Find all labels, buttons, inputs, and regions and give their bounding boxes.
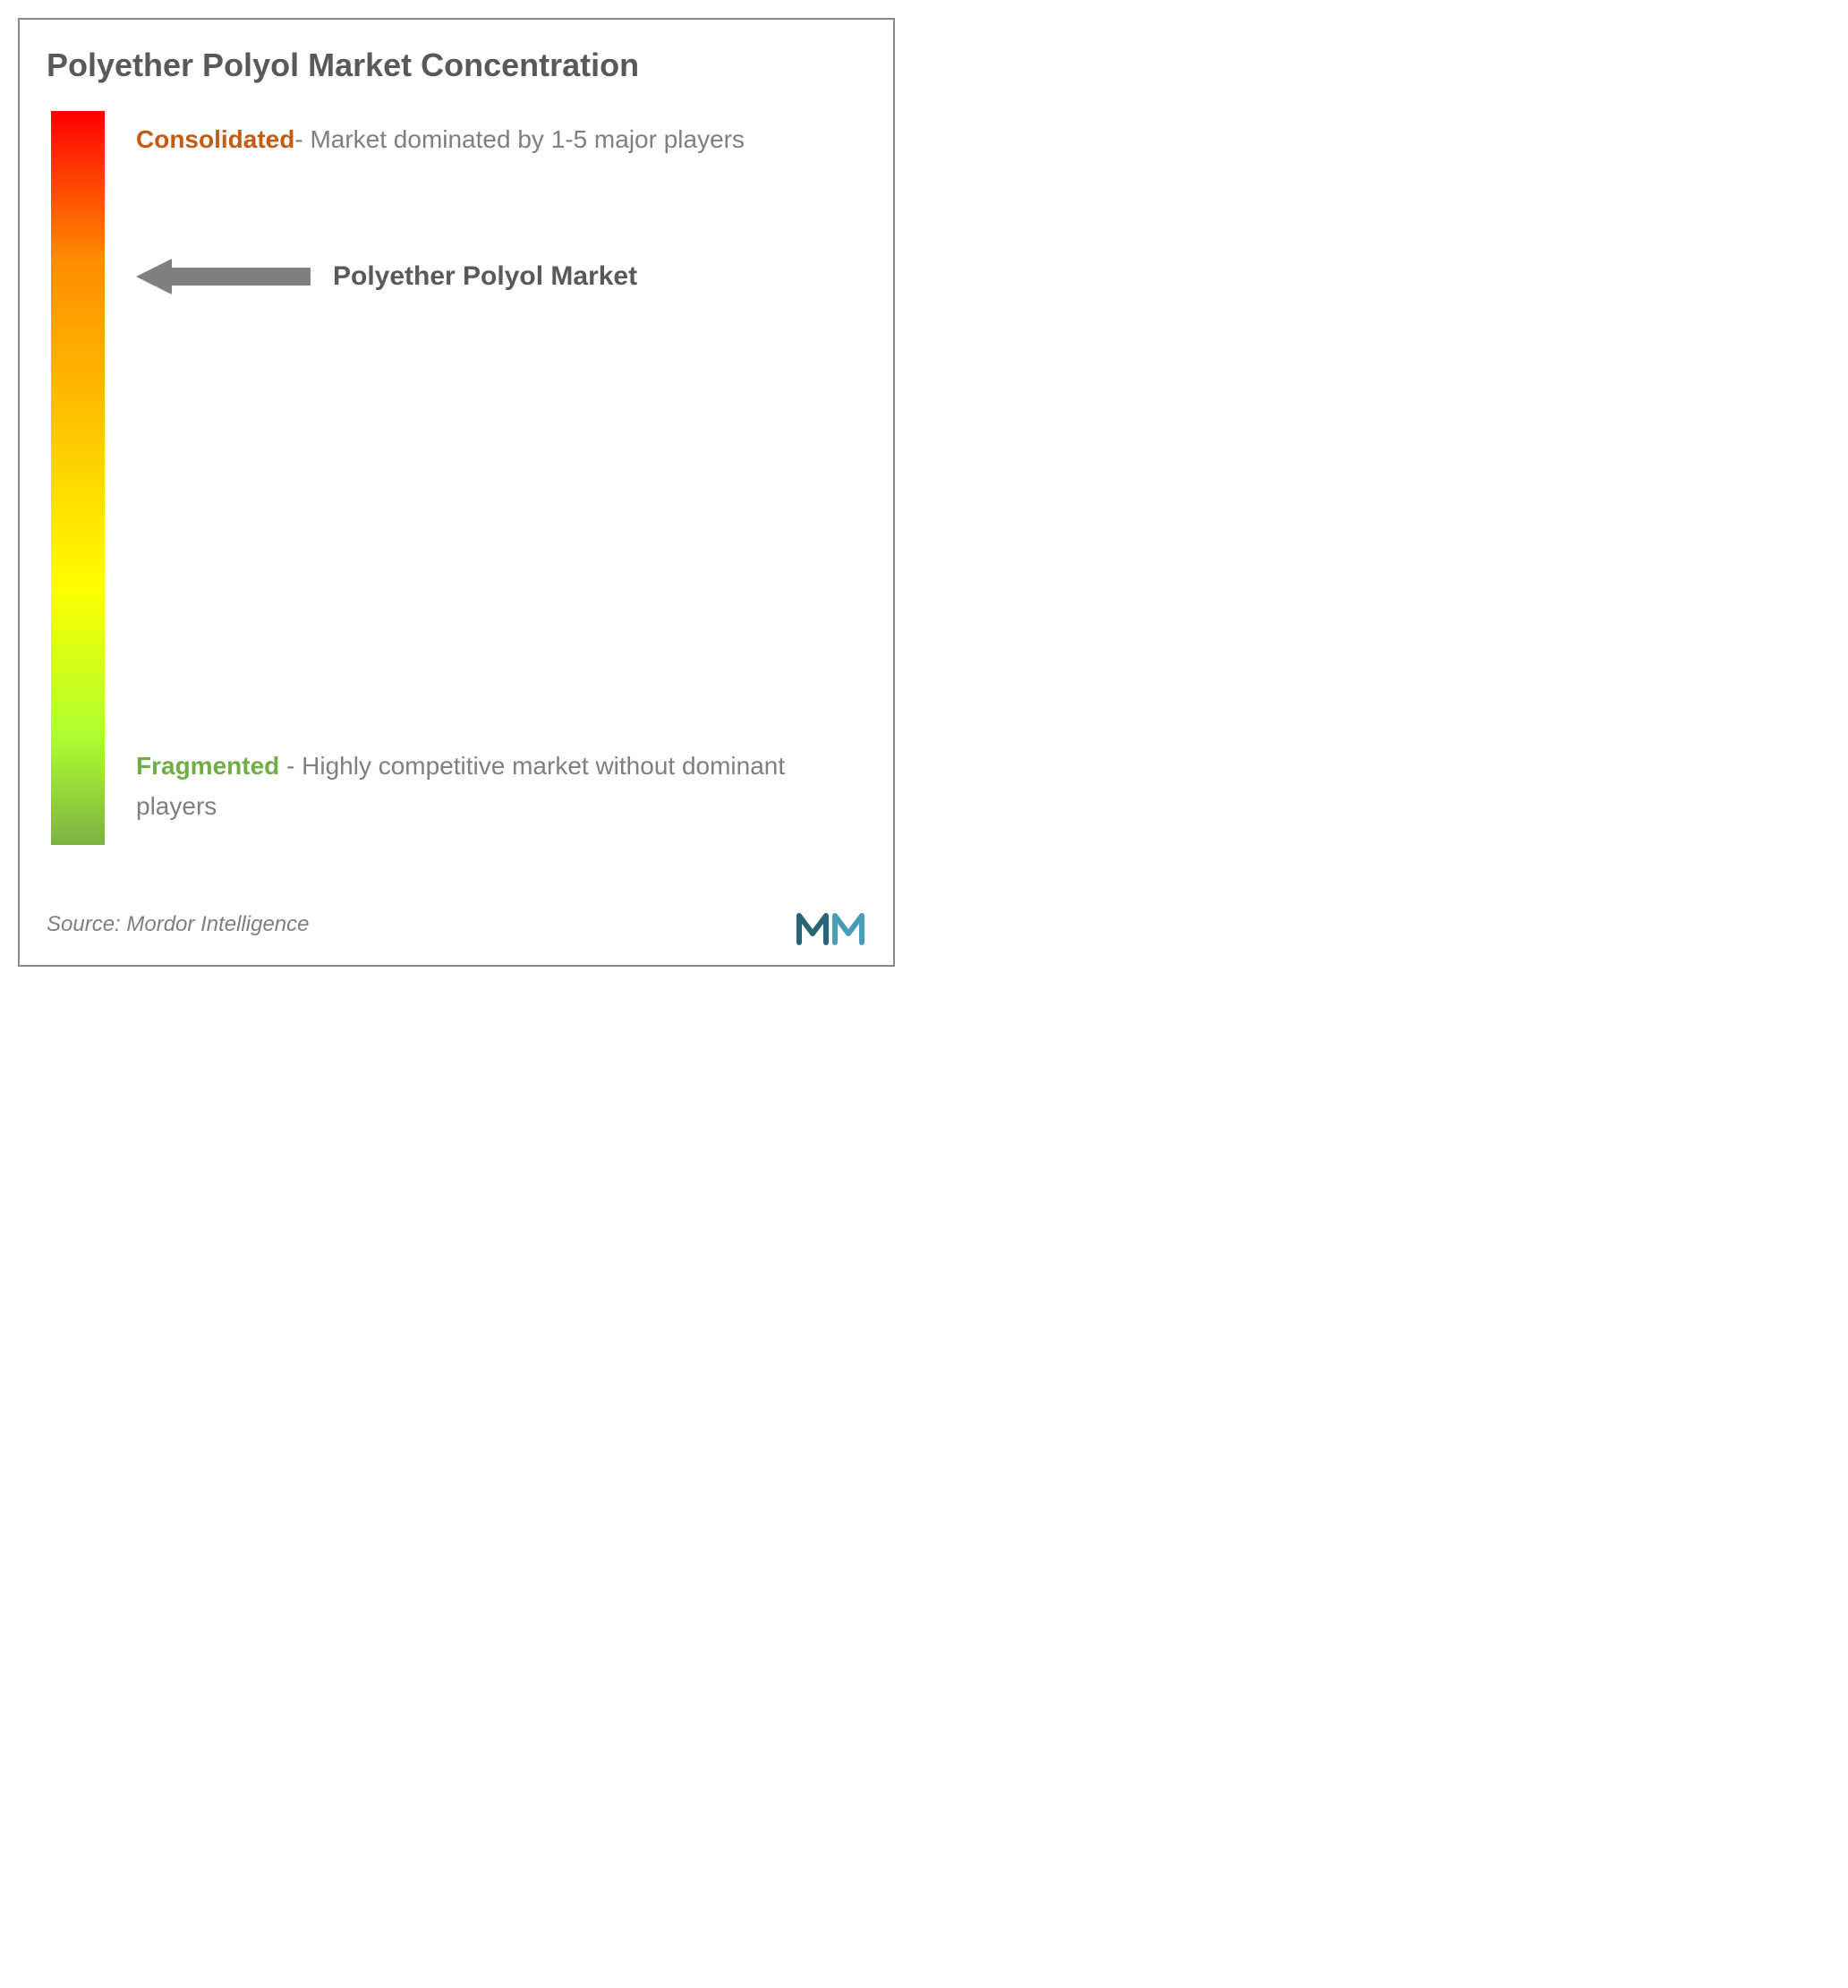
- fragmented-label-block: Fragmented - Highly competitive market w…: [136, 747, 866, 827]
- page-title: Polyether Polyol Market Concentration: [47, 47, 866, 84]
- concentration-gradient-bar: [51, 111, 105, 845]
- arrow-left-icon: [136, 254, 315, 299]
- content-area: Consolidated- Market dominated by 1-5 ma…: [47, 111, 866, 845]
- text-content-area: Consolidated- Market dominated by 1-5 ma…: [136, 111, 866, 845]
- market-name-label: Polyether Polyol Market: [333, 261, 637, 292]
- market-indicator-section: Polyether Polyol Market: [136, 254, 637, 299]
- consolidated-label-block: Consolidated- Market dominated by 1-5 ma…: [136, 111, 866, 160]
- footer: Source: Mordor Intelligence: [47, 902, 866, 947]
- source-attribution: Source: Mordor Intelligence: [47, 912, 309, 937]
- mordor-logo-icon: [795, 902, 866, 947]
- infographic-container: Polyether Polyol Market Concentration Co…: [18, 18, 895, 967]
- consolidated-description: - Market dominated by 1-5 major players: [294, 125, 745, 153]
- consolidated-label: Consolidated: [136, 125, 294, 153]
- fragmented-label: Fragmented: [136, 752, 279, 780]
